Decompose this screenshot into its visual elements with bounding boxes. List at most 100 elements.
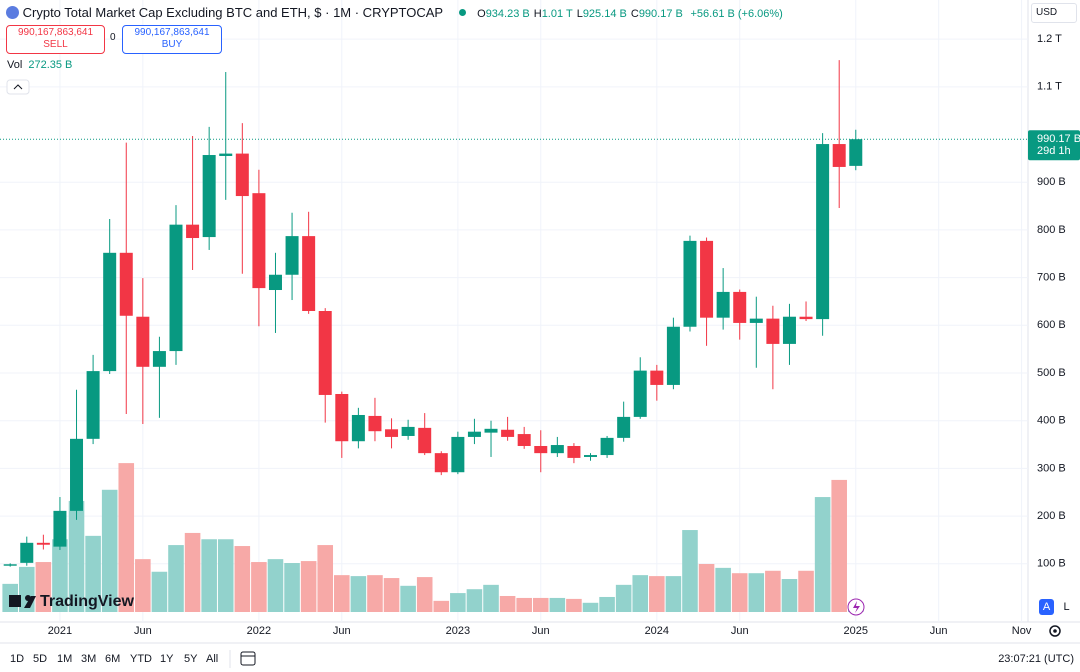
candle-body [20, 542, 34, 563]
collapse-icon [13, 84, 23, 90]
candle-body [219, 153, 233, 156]
event-icon [853, 601, 860, 613]
candle-body [268, 274, 282, 291]
ohlc-label: L [576, 8, 583, 20]
buy-button[interactable]: 990,167,863,641 BUY [122, 25, 222, 54]
range-button[interactable]: 1M [57, 653, 73, 665]
candle-body [235, 153, 249, 197]
range-button[interactable]: 1Y [160, 653, 174, 665]
volume-bar [698, 563, 715, 612]
currency-button[interactable]: USD [1031, 3, 1077, 23]
ohlc-values: O934.23 B H1.01 T L925.14 B C990.17 B [477, 8, 687, 20]
ohlc-label: O [477, 8, 486, 20]
range-button[interactable]: 3M [81, 653, 97, 665]
candle-body [617, 416, 631, 438]
volume-bar [450, 593, 466, 612]
volume-bar [649, 576, 665, 612]
volume-bar [101, 489, 118, 612]
axes: 100 B 200 B 300 B 400 B 500 B 600 B 700 B 800 B… [0, 33, 1080, 637]
candle-body [451, 436, 465, 473]
volume-bar [433, 600, 450, 612]
settings-button[interactable] [1049, 625, 1061, 637]
volume-title: Vol [7, 59, 23, 71]
volume-bar [499, 595, 516, 612]
candle-body [534, 445, 548, 454]
candle-body [368, 415, 382, 432]
candle-body [501, 429, 515, 437]
volume-legend: Vol 272.35 B [7, 59, 72, 71]
candle-body [832, 144, 846, 167]
volume-bar [334, 575, 350, 612]
volume-bar [416, 577, 433, 612]
y-tick-label: 1.1 T [1037, 81, 1062, 93]
spread: 0 [110, 32, 116, 43]
candle-body [849, 139, 863, 166]
ohlc-value: 925.14 B [582, 8, 627, 20]
calendar-button[interactable] [240, 651, 256, 666]
sell-label: SELL [43, 39, 68, 50]
watermark-text: TradingView [40, 593, 135, 610]
volume-bar [781, 579, 798, 612]
candle-body [385, 429, 399, 437]
ohlc-label: C [630, 8, 639, 20]
volume-bar [466, 589, 483, 612]
candle-body [186, 224, 200, 239]
volume-bar [68, 500, 85, 612]
candle-body [103, 252, 117, 372]
legend: Crypto Total Market Cap Excluding BTC an… [6, 5, 783, 20]
candle-body [633, 370, 647, 417]
volume-bar [665, 576, 682, 612]
volume-bar [35, 562, 52, 612]
range-button[interactable]: YTD [130, 653, 152, 665]
scale-button[interactable]: L [1063, 601, 1070, 613]
range-button[interactable]: All [206, 653, 219, 665]
y-tick-label: 400 B [1037, 415, 1066, 427]
candle-body [285, 236, 299, 275]
scale-button[interactable]: A [1039, 599, 1054, 615]
volume-bar [582, 602, 599, 612]
candle-body [733, 291, 747, 323]
volume-bar [532, 597, 549, 612]
candle-body [86, 371, 100, 439]
candle-body [749, 318, 763, 323]
x-tick-label: Jun [134, 625, 152, 637]
range-button[interactable]: 6M [105, 653, 121, 665]
y-tick-label: 800 B [1037, 224, 1066, 236]
buy-price: 990,167,863,641 [134, 27, 210, 38]
x-tick-label: 2024 [645, 625, 669, 637]
range-button[interactable]: 5D [33, 653, 48, 665]
y-tick-label: 700 B [1037, 272, 1066, 284]
y-tick-label: 300 B [1037, 462, 1066, 474]
volume-bar [234, 546, 251, 612]
volume-bar [400, 585, 416, 612]
candle-body [816, 144, 830, 320]
candle-body [517, 434, 531, 446]
candle-body [716, 291, 730, 318]
last-price-label: 990.17 B [1037, 133, 1080, 145]
range-button[interactable]: 5Y [184, 653, 198, 665]
x-tick-label: Jun [333, 625, 351, 637]
x-tick-label: 2023 [446, 625, 470, 637]
volume-bar [118, 463, 135, 612]
volume-bar [383, 578, 400, 612]
range-button[interactable]: 1D [10, 653, 25, 665]
candle-body [401, 426, 415, 436]
collapse-button[interactable] [6, 79, 30, 95]
market-status [458, 9, 466, 16]
candle-body [799, 316, 813, 320]
x-tick-label: 2025 [844, 625, 868, 637]
volume-bar [267, 559, 284, 612]
candle-body [335, 393, 349, 442]
candle-body [418, 427, 432, 454]
x-tick-label: Jun [731, 625, 749, 637]
volume-bar [516, 597, 532, 612]
sell-button[interactable]: 990,167,863,641 SELL [6, 25, 105, 54]
y-tick-label: 500 B [1037, 367, 1066, 379]
clock: 23:07:21 (UTC) [998, 653, 1074, 665]
volume-bar [367, 575, 383, 612]
volume-bar [168, 545, 184, 612]
ohlc-value: 990.17 B [638, 8, 683, 20]
y-tick-label: 100 B [1037, 558, 1066, 570]
volume-bar [300, 561, 317, 612]
